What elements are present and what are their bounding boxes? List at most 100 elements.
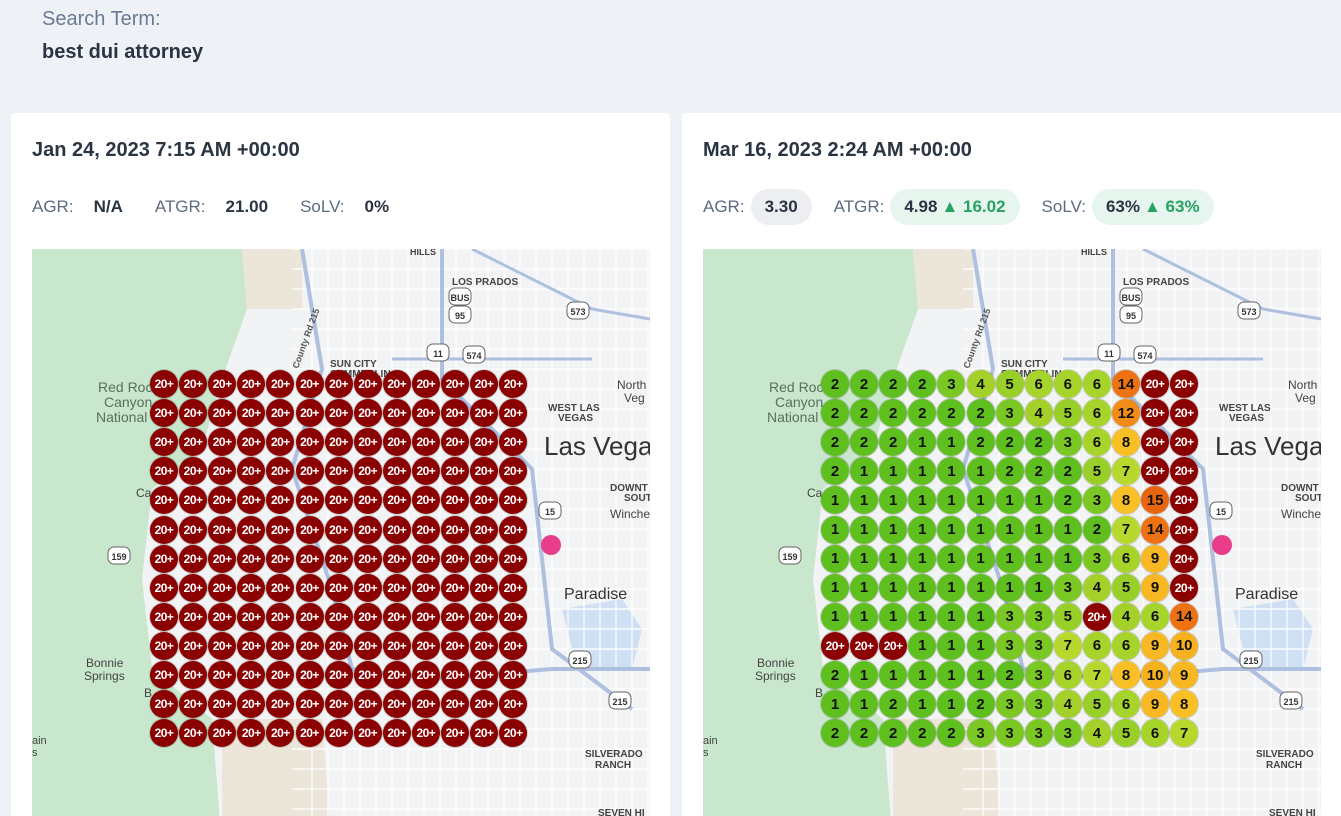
rank-pin[interactable]: 1 bbox=[937, 486, 966, 515]
rank-pin[interactable]: 4 bbox=[966, 370, 995, 398]
rank-pin[interactable]: 1 bbox=[908, 631, 937, 660]
rank-pin[interactable]: 2 bbox=[821, 428, 849, 457]
rank-pin[interactable]: 20+ bbox=[208, 602, 237, 631]
rank-pin[interactable]: 2 bbox=[937, 399, 966, 428]
rank-pin[interactable]: 20+ bbox=[499, 544, 528, 573]
rank-pin[interactable]: 2 bbox=[879, 428, 908, 457]
rank-pin[interactable]: 20+ bbox=[237, 573, 266, 602]
rank-pin[interactable]: 20+ bbox=[237, 690, 266, 719]
rank-pin[interactable]: 20+ bbox=[324, 690, 353, 719]
rank-pin[interactable]: 3 bbox=[1024, 631, 1053, 660]
rank-pin[interactable]: 1 bbox=[937, 573, 966, 602]
rank-pin[interactable]: 20+ bbox=[266, 370, 295, 398]
rank-pin[interactable]: 20+ bbox=[470, 486, 499, 515]
rank-pin[interactable]: 1 bbox=[908, 486, 937, 515]
rank-pin[interactable]: 6 bbox=[1082, 428, 1111, 457]
rank-pin[interactable]: 20+ bbox=[295, 631, 324, 660]
rank-pin[interactable]: 7 bbox=[1053, 631, 1082, 660]
rank-pin[interactable]: 20+ bbox=[179, 399, 208, 428]
rank-pin[interactable]: 5 bbox=[995, 370, 1024, 398]
rank-pin[interactable]: 20+ bbox=[208, 661, 237, 689]
rank-pin[interactable]: 7 bbox=[1170, 719, 1199, 748]
rank-pin[interactable]: 10 bbox=[1170, 631, 1199, 660]
rank-pin[interactable]: 20+ bbox=[295, 573, 324, 602]
rank-pin[interactable]: 20+ bbox=[411, 544, 440, 573]
rank-pin[interactable]: 20+ bbox=[324, 399, 353, 428]
rank-pin[interactable]: 20+ bbox=[208, 457, 237, 486]
rank-pin[interactable]: 1 bbox=[821, 573, 849, 602]
rank-pin[interactable]: 20+ bbox=[295, 602, 324, 631]
rank-pin[interactable]: 20+ bbox=[266, 661, 295, 689]
rank-pin[interactable]: 20+ bbox=[470, 428, 499, 457]
rank-pin[interactable]: 7 bbox=[1112, 457, 1140, 486]
rank-pin[interactable]: 20+ bbox=[353, 661, 382, 689]
rank-pin[interactable]: 20+ bbox=[441, 428, 469, 457]
rank-pin[interactable]: 3 bbox=[995, 631, 1024, 660]
rank-pin[interactable]: 20+ bbox=[324, 486, 353, 515]
rank-pin[interactable]: 20+ bbox=[237, 602, 266, 631]
rank-pin[interactable]: 6 bbox=[1112, 544, 1140, 573]
rank-pin[interactable]: 9 bbox=[1141, 631, 1170, 660]
rank-pin[interactable]: 20+ bbox=[1141, 399, 1170, 428]
rank-pin[interactable]: 2 bbox=[879, 690, 908, 719]
rank-pin[interactable]: 20+ bbox=[237, 399, 266, 428]
rank-pin[interactable]: 20+ bbox=[441, 515, 469, 544]
rank-pin[interactable]: 6 bbox=[1082, 631, 1111, 660]
rank-pin[interactable]: 6 bbox=[1024, 370, 1053, 398]
rank-pin[interactable]: 2 bbox=[908, 370, 937, 398]
rank-pin[interactable]: 20+ bbox=[208, 399, 237, 428]
rank-pin[interactable]: 8 bbox=[1170, 690, 1199, 719]
rank-pin[interactable]: 5 bbox=[1053, 602, 1082, 631]
rank-pin[interactable]: 20+ bbox=[208, 544, 237, 573]
rank-pin[interactable]: 20+ bbox=[150, 486, 178, 515]
rank-pin[interactable]: 2 bbox=[879, 399, 908, 428]
rank-pin[interactable]: 20+ bbox=[324, 515, 353, 544]
rank-pin[interactable]: 1 bbox=[879, 515, 908, 544]
rank-pin[interactable]: 1 bbox=[879, 602, 908, 631]
rank-pin[interactable]: 1 bbox=[850, 544, 879, 573]
rank-pin[interactable]: 20+ bbox=[470, 544, 499, 573]
rank-pin[interactable]: 1 bbox=[1024, 515, 1053, 544]
rank-pin[interactable]: 20+ bbox=[237, 457, 266, 486]
rank-pin[interactable]: 20+ bbox=[411, 515, 440, 544]
rank-pin[interactable]: 1 bbox=[908, 690, 937, 719]
rank-pin[interactable]: 20+ bbox=[208, 428, 237, 457]
rank-pin[interactable]: 20+ bbox=[353, 515, 382, 544]
rank-pin[interactable]: 20+ bbox=[179, 661, 208, 689]
rank-pin[interactable]: 20+ bbox=[237, 428, 266, 457]
rank-pin[interactable]: 20+ bbox=[411, 573, 440, 602]
rank-pin[interactable]: 9 bbox=[1141, 544, 1170, 573]
rank-pin[interactable]: 20+ bbox=[179, 428, 208, 457]
rank-pin[interactable]: 20+ bbox=[441, 661, 469, 689]
rank-pin[interactable]: 20+ bbox=[411, 690, 440, 719]
rank-pin[interactable]: 20+ bbox=[470, 515, 499, 544]
rank-pin[interactable]: 4 bbox=[1112, 602, 1140, 631]
rank-pin[interactable]: 20+ bbox=[382, 457, 411, 486]
rank-pin[interactable]: 20+ bbox=[266, 515, 295, 544]
rank-pin[interactable]: 20+ bbox=[382, 515, 411, 544]
rank-pin[interactable]: 20+ bbox=[441, 690, 469, 719]
rank-pin[interactable]: 20+ bbox=[411, 719, 440, 748]
rank-pin[interactable]: 14 bbox=[1112, 370, 1140, 398]
rank-pin[interactable]: 1 bbox=[937, 515, 966, 544]
rank-pin[interactable]: 20+ bbox=[353, 486, 382, 515]
rank-pin[interactable]: 20+ bbox=[208, 370, 237, 398]
rank-pin[interactable]: 8 bbox=[1112, 661, 1140, 689]
rank-pin[interactable]: 2 bbox=[850, 370, 879, 398]
rank-pin[interactable]: 2 bbox=[995, 457, 1024, 486]
rank-pin[interactable]: 20+ bbox=[411, 661, 440, 689]
rank-pin[interactable]: 8 bbox=[1112, 428, 1140, 457]
rank-pin[interactable]: 20+ bbox=[324, 602, 353, 631]
rank-pin[interactable]: 3 bbox=[1024, 661, 1053, 689]
rank-pin[interactable]: 20+ bbox=[237, 631, 266, 660]
rank-pin[interactable]: 20+ bbox=[441, 719, 469, 748]
rank-pin[interactable]: 20+ bbox=[411, 370, 440, 398]
rank-pin[interactable]: 20+ bbox=[1170, 486, 1199, 515]
rank-pin[interactable]: 2 bbox=[995, 661, 1024, 689]
rank-pin[interactable]: 8 bbox=[1112, 486, 1140, 515]
rank-pin[interactable]: 1 bbox=[966, 602, 995, 631]
rank-pin[interactable]: 7 bbox=[1082, 661, 1111, 689]
rank-pin[interactable]: 6 bbox=[1112, 631, 1140, 660]
rank-pin[interactable]: 1 bbox=[937, 631, 966, 660]
rank-pin[interactable]: 9 bbox=[1170, 661, 1199, 689]
